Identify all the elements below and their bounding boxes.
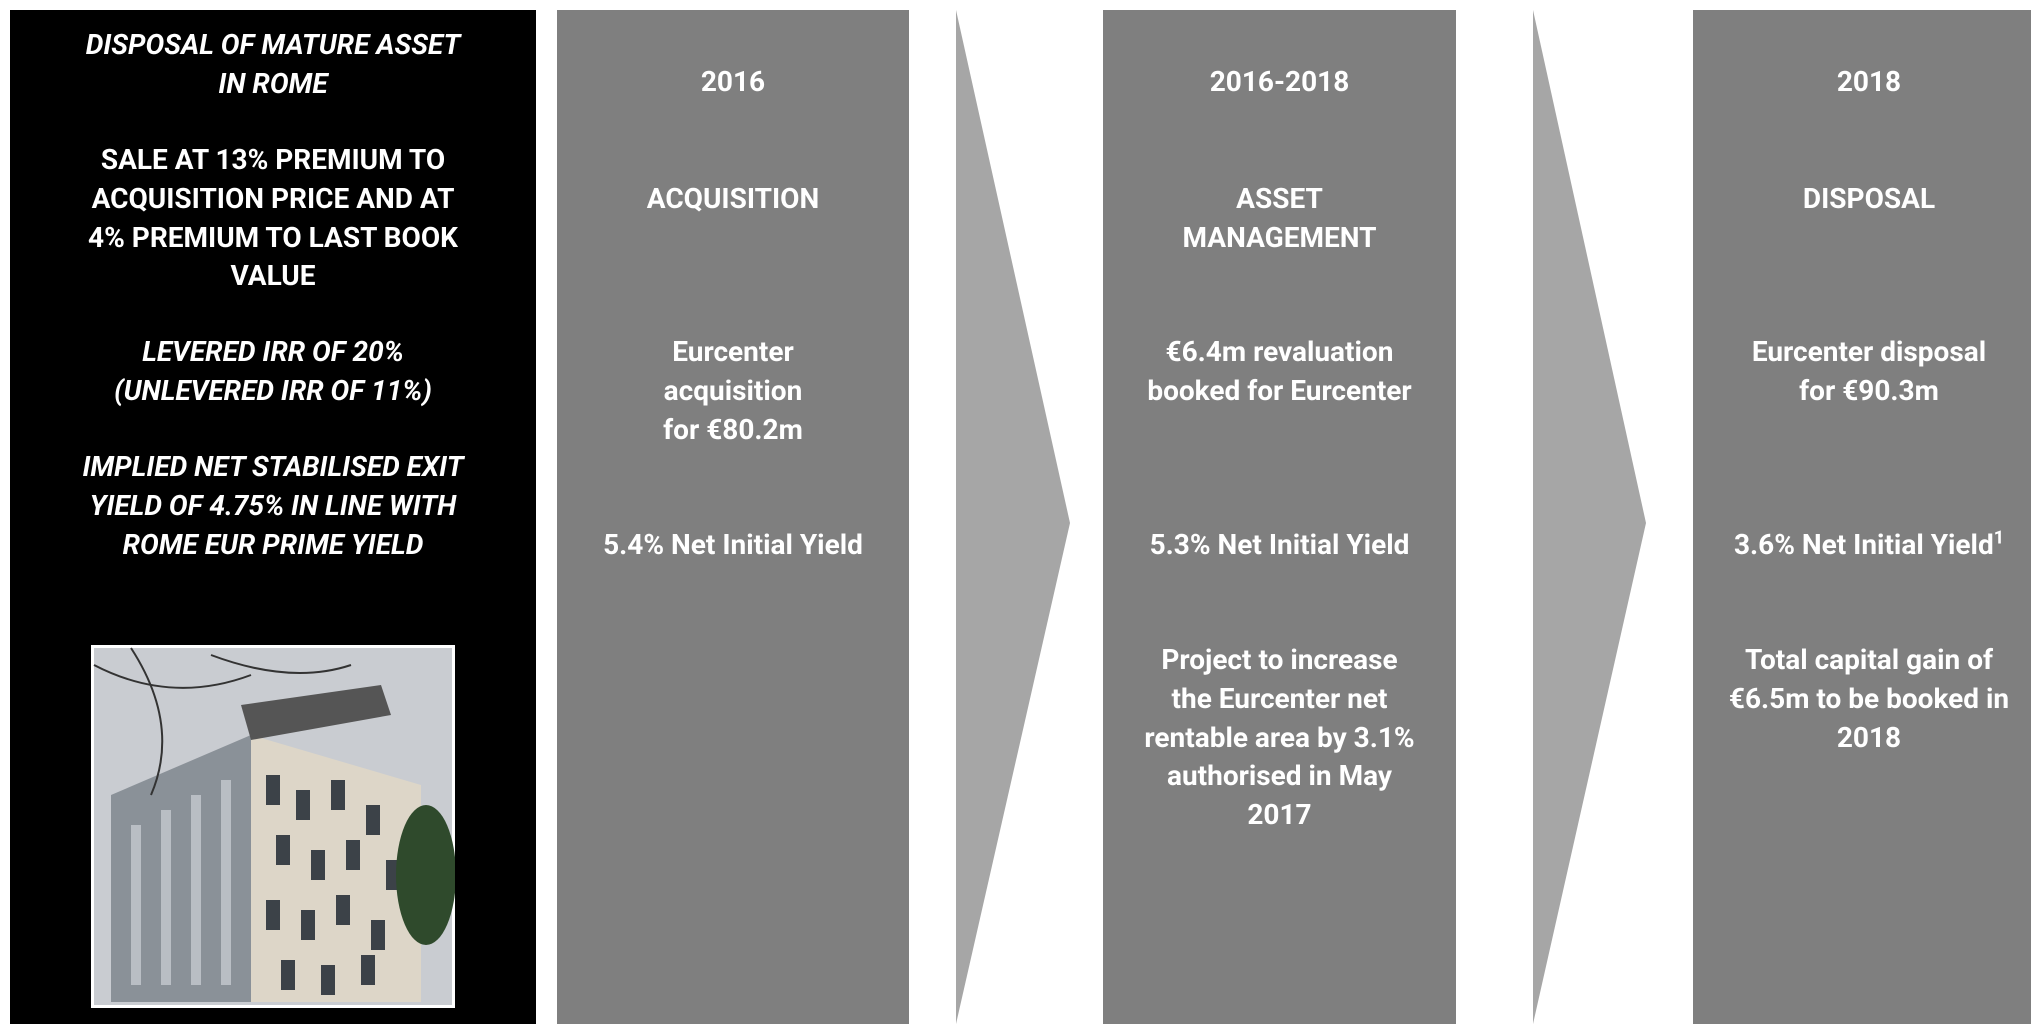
text-line: 2017	[1247, 798, 1312, 832]
column-panel	[1103, 10, 1456, 1024]
column-year: 2018	[1836, 65, 1902, 98]
text-line: ASSET	[1236, 182, 1323, 215]
column-description: Eurcenter disposal for €90.3m	[1693, 333, 2031, 411]
summary-text: IMPLIED NET STABILISED EXIT YIELD OF 4.75…	[10, 448, 536, 564]
summary-text: LEVERED IRR OF 20% (UNLEVERED IRR OF 11%)	[10, 333, 536, 411]
summary-text: SALE AT 13% PREMIUM TO ACQUISITION PRICE …	[10, 141, 536, 296]
text-line: SALE AT 13% PREMIUM TO	[100, 143, 446, 176]
yield-text: 3.6% Net Initial Yield	[1733, 528, 1994, 561]
text-line: 2018	[1836, 720, 1902, 754]
text-line: 4% PREMIUM TO LAST BOOK	[88, 220, 458, 254]
chevron	[1533, 10, 1646, 1024]
column-panel	[557, 10, 909, 1024]
column-yield: 3.6% Net Initial Yield1	[1693, 526, 2031, 565]
text-line: DISPOSAL OF MATURE ASSET	[85, 28, 461, 61]
text-line: Total capital gain of	[1744, 643, 1994, 676]
building-photo	[91, 645, 455, 1008]
column-year: 2016-2018	[1209, 65, 1350, 98]
text-line: ACQUISITION	[646, 182, 820, 215]
column-year: 2016	[700, 65, 766, 98]
text-line: IN ROME	[218, 66, 328, 100]
text-line: VALUE	[230, 259, 316, 293]
column-note: Project to increase the Eurcenter net rent…	[1103, 641, 1456, 835]
text-line: DISPOSAL	[1802, 182, 1936, 215]
text-line: for €90.3m	[1799, 373, 1939, 407]
text-line: Project to increase	[1161, 643, 1398, 676]
yield-text: 5.3% Net Initial Yield	[1149, 528, 1410, 561]
text-line: ACQUISITION PRICE AND AT	[91, 181, 455, 215]
chevron	[956, 10, 1070, 1024]
text-line: IMPLIED NET STABILISED EXIT	[82, 450, 464, 483]
column-title: ASSET MANAGEMENT	[1103, 180, 1456, 258]
text-line: ROME EUR PRIME YIELD	[122, 527, 424, 561]
text-line: MANAGEMENT	[1182, 220, 1377, 254]
column-yield: 5.4% Net Initial Yield	[557, 526, 909, 565]
text-line: for €80.2m	[663, 412, 803, 446]
text-line: (UNLEVERED IRR OF 11%)	[114, 373, 432, 407]
text-line: the Eurcenter net	[1171, 681, 1388, 715]
text-line: rentable area by 3.1%	[1144, 720, 1415, 754]
column-title: DISPOSAL	[1693, 180, 2031, 219]
text-line: Eurcenter disposal	[1751, 335, 1987, 368]
text-line: €6.5m to be booked in	[1728, 681, 2010, 715]
column-title: ACQUISITION	[557, 180, 909, 219]
text-line: booked for Eurcenter	[1147, 373, 1412, 407]
footnote-mark: 1	[1993, 527, 2005, 549]
yield-text: 5.4% Net Initial Yield	[603, 528, 863, 561]
summary-text: DISPOSAL OF MATURE ASSET IN ROME	[10, 26, 536, 104]
column-description: Eurcenter acquisition for €80.2m	[557, 333, 909, 449]
column-note: Total capital gain of €6.5m to be booked …	[1693, 641, 2031, 757]
column-description: €6.4m revaluation booked for Eurcenter	[1103, 333, 1456, 411]
text-line: acquisition	[663, 373, 803, 407]
text-line: Eurcenter	[672, 335, 794, 368]
text-line: €6.4m revaluation	[1165, 335, 1394, 368]
text-line: authorised in May	[1167, 759, 1392, 793]
summary-panel	[10, 10, 536, 1024]
column-panel	[1693, 10, 2031, 1024]
text-line: LEVERED IRR OF 20%	[142, 335, 404, 368]
text-line: YIELD OF 4.75% IN LINE WITH	[89, 488, 457, 522]
column-yield: 5.3% Net Initial Yield	[1103, 526, 1456, 565]
